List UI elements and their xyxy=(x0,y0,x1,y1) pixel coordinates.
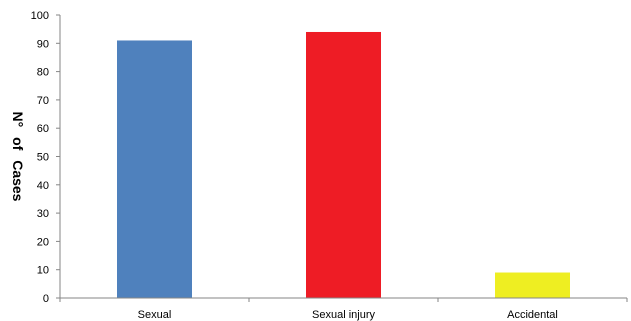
bar-sexual-injury xyxy=(306,31,381,298)
x-tick-label: Accidental xyxy=(507,309,558,321)
y-tick-label: 90 xyxy=(37,38,49,50)
bars xyxy=(117,31,570,298)
y-tick-label: 40 xyxy=(37,180,49,192)
y-tick-label: 60 xyxy=(37,123,49,135)
x-tick-label: Sexual xyxy=(138,309,172,321)
bar-accidental xyxy=(495,272,570,298)
y-tick-label: 30 xyxy=(37,208,49,220)
y-tick-label: 0 xyxy=(43,293,49,305)
y-tick-label: 50 xyxy=(37,152,49,164)
y-tick-label: 80 xyxy=(37,67,49,79)
bar-sexual xyxy=(117,40,192,298)
x-tick-label: Sexual injury xyxy=(312,309,375,321)
x-axis-ticks: Sexual Sexual injury Accidental xyxy=(59,298,628,321)
y-tick-label: 70 xyxy=(37,95,49,107)
y-axis-ticks: 0 10 20 30 40 50 60 70 80 90 100 xyxy=(31,10,60,305)
y-tick-label: 10 xyxy=(37,265,49,277)
y-axis-title: N° of Cases xyxy=(10,112,26,202)
y-tick-label: 100 xyxy=(31,10,49,22)
y-tick-label: 20 xyxy=(37,236,49,248)
